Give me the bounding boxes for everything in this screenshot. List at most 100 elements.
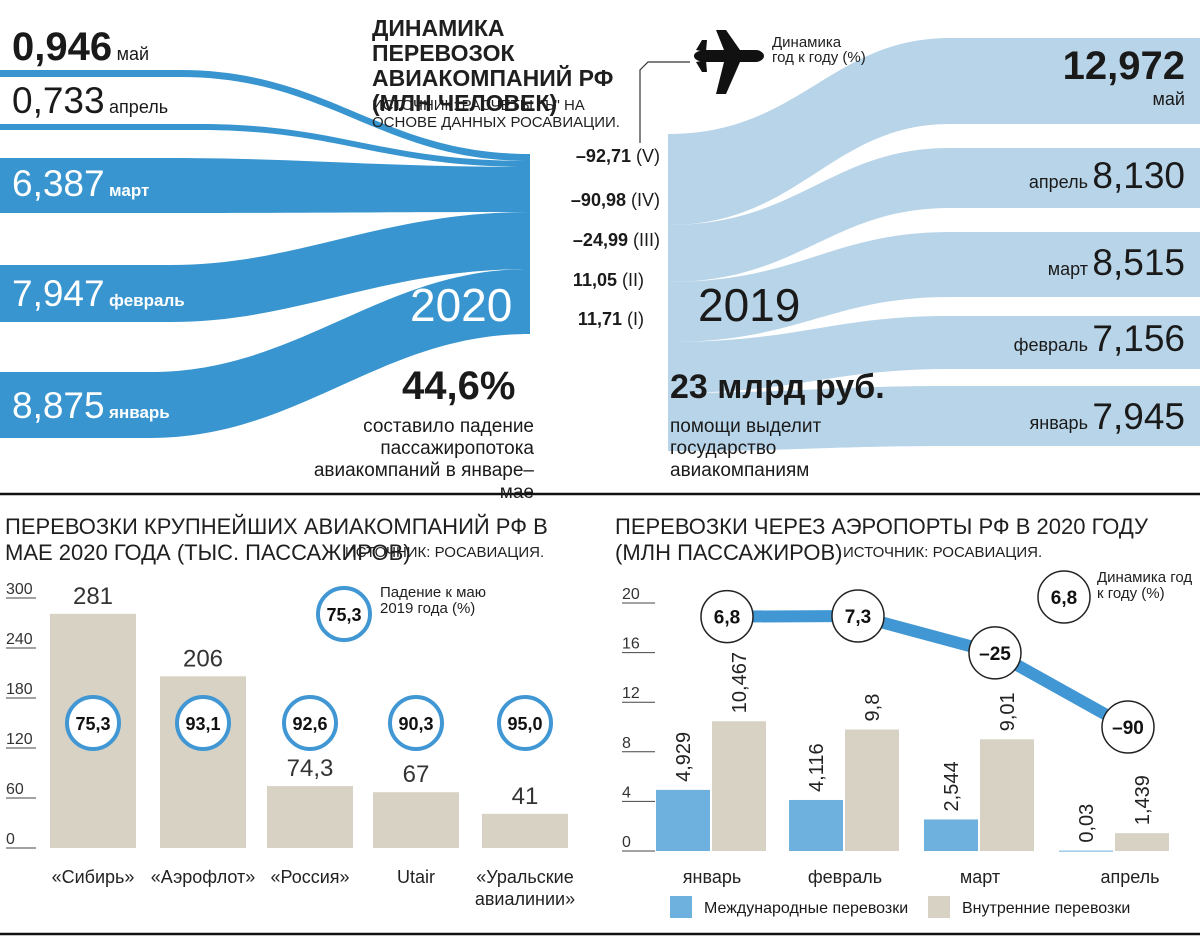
label-2019-april: апрель 8,130 <box>1029 155 1185 197</box>
dynamics-april-value: –90,98 <box>570 190 626 210</box>
category-label: авиалинии» <box>475 889 575 909</box>
airlines-chart-source: ИСТОЧНИК: РОСАВИАЦИЯ. <box>345 544 545 561</box>
y-tick-label: 60 <box>6 781 24 798</box>
bar-domestic <box>1115 833 1169 851</box>
drop-value: 44,6% <box>402 364 516 408</box>
top-title: ДИНАМИКА ПЕРЕВОЗОК АВИАКОМПАНИЙ РФ (МЛН … <box>372 15 614 116</box>
dynamics-january: 11,71 (I) <box>520 309 644 330</box>
bar-value-label: 4,929 <box>673 732 695 782</box>
month-2020-april: апрель <box>109 97 169 117</box>
dynamics-may: –92,71 (V) <box>520 146 660 167</box>
dynamics-label: 7,3 <box>845 607 871 628</box>
label-2019-march: март 8,515 <box>1048 242 1185 284</box>
y-tick-label: 180 <box>6 681 33 698</box>
month-2020-march: март <box>109 181 150 200</box>
bar-value-label: 9,8 <box>862 694 884 722</box>
month-2019-may: май <box>1152 89 1185 109</box>
bar-value-label: 4,116 <box>806 743 828 792</box>
bar <box>482 813 568 848</box>
dynamics-april: –90,98 (IV) <box>520 190 660 211</box>
value-2020-may: 0,946 <box>12 25 113 69</box>
dynamics-point <box>968 626 1022 680</box>
category-label: «Сибирь» <box>52 867 135 887</box>
dynamics-legend: Динамика год к году (%) <box>772 34 866 66</box>
dynamics-point <box>831 589 885 643</box>
category-label: «Аэрофлот» <box>151 867 256 887</box>
bar-value-label: 2,544 <box>941 761 963 811</box>
month-2019-april: апрель <box>1028 172 1088 192</box>
dynamics-february-period: (II) <box>622 270 644 290</box>
y-tick-label: 20 <box>622 586 640 603</box>
flow-2020-february <box>0 212 530 322</box>
y-tick-label: 300 <box>6 581 33 598</box>
value-2020-february: 7,947 <box>12 273 105 314</box>
flow-2019-march <box>668 232 1200 342</box>
category-label: март <box>960 867 1000 887</box>
connector-line <box>639 61 690 143</box>
top-source: ИСТОЧНИК: РАСЧЕТЫ "Ъ" НА ОСНОВЕ ДАННЫХ Р… <box>372 97 620 131</box>
label-2020-april: 0,733 апрель <box>12 80 168 122</box>
dynamics-may-value: –92,71 <box>575 146 631 166</box>
drop-circle <box>65 695 121 751</box>
bar-value-label: 281 <box>73 583 113 610</box>
legend-circle <box>1037 570 1091 624</box>
label-2019-may: 12,972 май <box>1063 44 1185 110</box>
value-2020-april: 0,733 <box>12 80 105 121</box>
y-tick-label: 8 <box>622 735 631 752</box>
bar-value-label: 41 <box>512 783 539 810</box>
month-2019-february: февраль <box>1013 335 1088 355</box>
dynamics-february: 11,05 (II) <box>520 270 644 291</box>
flow-2019-may <box>668 38 1200 225</box>
dynamics-label: 6,8 <box>714 608 740 629</box>
bar-domestic <box>712 721 766 851</box>
dynamics-march-value: –24,99 <box>572 230 628 250</box>
bar-international <box>656 789 710 851</box>
dynamics-point <box>1101 700 1155 754</box>
y-tick-label: 12 <box>622 685 640 702</box>
legend-circle-value: 6,8 <box>1051 588 1077 609</box>
bar-value-label: 74,3 <box>287 755 334 782</box>
bar <box>267 786 353 848</box>
legend-international-swatch <box>670 896 692 918</box>
dynamics-april-period: (IV) <box>631 190 660 210</box>
label-2020-january: 8,875 январь <box>12 385 170 427</box>
value-2020-january: 8,875 <box>12 385 105 426</box>
category-label: февраль <box>808 867 882 887</box>
category-label: январь <box>683 867 741 887</box>
flow-2019-january <box>668 386 1200 451</box>
category-label: Utair <box>397 867 435 887</box>
airports-chart-title: ПЕРЕВОЗКИ ЧЕРЕЗ АЭРОПОРТЫ РФ В 2020 ГОДУ… <box>615 514 1148 565</box>
dynamics-may-period: (V) <box>636 146 660 166</box>
drop-circle <box>175 695 231 751</box>
value-2019-february: 7,156 <box>1092 318 1185 359</box>
category-label: «Уральские <box>476 867 573 887</box>
drop-label: 93,1 <box>185 714 220 734</box>
dynamics-january-value: 11,71 <box>577 309 622 329</box>
drop-circle <box>282 695 338 751</box>
value-2019-april: 8,130 <box>1092 155 1185 196</box>
dynamics-february-value: 11,05 <box>572 270 617 290</box>
legend-domestic-swatch <box>928 896 950 918</box>
aid-text: помощи выделит государство авиакомпаниям <box>670 416 822 481</box>
flow-2020-march <box>0 158 530 213</box>
legend-international-label: Международные перевозки <box>704 900 909 917</box>
flow-2019-february <box>668 316 1200 393</box>
airports-chart-source: ИСТОЧНИК: РОСАВИАЦИЯ. <box>843 544 1043 561</box>
label-2019-february: февраль 7,156 <box>1014 318 1185 360</box>
drop-circle <box>388 695 444 751</box>
drop-circle <box>497 695 553 751</box>
dynamics-point <box>700 589 754 644</box>
legend-circle <box>316 586 372 642</box>
drop-label: 92,6 <box>292 714 327 734</box>
bar-value-label: 1,439 <box>1132 775 1154 825</box>
month-2020-january: январь <box>109 403 170 422</box>
dynamics-march-period: (III) <box>633 230 660 250</box>
flow-2019-april <box>668 148 1200 282</box>
year-2020-label: 2020 <box>410 279 513 331</box>
bar-value-label: 10,467 <box>729 652 751 713</box>
aid-value: 23 млрд руб. <box>670 368 885 406</box>
airports-legend-text: Динамика год к году (%) <box>1097 569 1193 602</box>
